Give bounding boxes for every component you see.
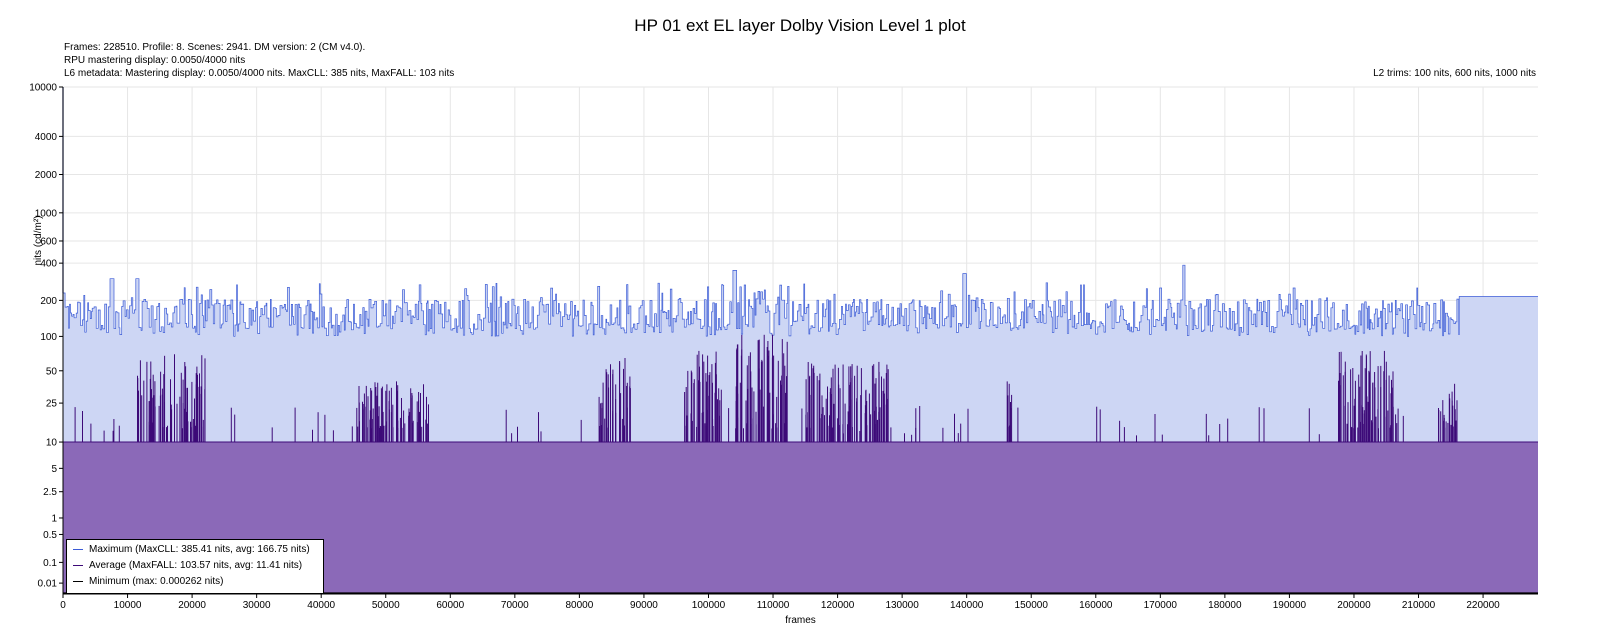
legend-label-maximum: Maximum (MaxCLL: 385.41 nits, avg: 166.7… [89, 544, 310, 555]
y-tick-label: 50 [46, 366, 58, 377]
legend-label-minimum: Minimum (max: 0.000262 nits) [89, 576, 224, 587]
y-tick-label: 10000 [29, 83, 57, 94]
legend-item-average: Average (MaxFALL: 103.57 nits, avg: 11.4… [73, 559, 302, 573]
x-tick-label: 190000 [1273, 600, 1307, 611]
legend-item-minimum: Minimum (max: 0.000262 nits) [73, 575, 224, 589]
legend-swatch-minimum [73, 580, 83, 582]
y-tick-label: 4000 [35, 132, 58, 143]
y-tick-label: 400 [40, 259, 57, 270]
frames-info: Frames: 228510. Profile: 8. Scenes: 2941… [64, 42, 366, 53]
x-tick-label: 40000 [307, 600, 335, 611]
x-tick-label: 30000 [243, 600, 271, 611]
l6-metadata-info: L6 metadata: Mastering display: 0.0050/4… [64, 68, 455, 79]
legend-label-average: Average (MaxFALL: 103.57 nits, avg: 11.4… [89, 560, 303, 571]
chart-title: HP 01 ext EL layer Dolby Vision Level 1 … [634, 16, 966, 35]
x-tick-label: 150000 [1015, 600, 1049, 611]
y-tick-label: 2.5 [43, 487, 57, 498]
y-tick-label: 0.01 [38, 579, 58, 590]
y-tick-label: 200 [40, 296, 57, 307]
x-tick-label: 130000 [885, 600, 919, 611]
maximum-series-line [63, 264, 1538, 337]
x-tick-label: 180000 [1208, 600, 1242, 611]
l2-trims-info: L2 trims: 100 nits, 600 nits, 1000 nits [1373, 68, 1536, 79]
x-tick-label: 20000 [178, 600, 206, 611]
legend-item-maximum: Maximum (MaxCLL: 385.41 nits, avg: 166.7… [73, 543, 310, 557]
legend-swatch-maximum [73, 548, 83, 550]
x-tick-label: 100000 [692, 600, 726, 611]
x-tick-label: 110000 [757, 600, 790, 611]
y-axis-label: nits (cd/m²) [33, 216, 44, 266]
x-tick-label: 220000 [1466, 600, 1500, 611]
y-tick-label: 2000 [35, 170, 58, 181]
x-tick-label: 90000 [630, 600, 658, 611]
x-tick-label: 120000 [821, 600, 855, 611]
x-tick-label: 10000 [114, 600, 142, 611]
x-tick-label: 50000 [372, 600, 400, 611]
x-tick-label: 0 [60, 600, 66, 611]
y-tick-label: 5 [51, 464, 57, 475]
x-tick-label: 70000 [501, 600, 529, 611]
x-tick-label: 210000 [1402, 600, 1436, 611]
x-tick-label: 80000 [565, 600, 593, 611]
y-tick-label: 1 [51, 513, 57, 524]
x-tick-label: 170000 [1144, 600, 1178, 611]
x-tick-label: 200000 [1337, 600, 1371, 611]
y-tick-label: 10 [46, 438, 58, 449]
y-tick-label: 25 [46, 399, 58, 410]
rpu-mastering-info: RPU mastering display: 0.0050/4000 nits [64, 55, 246, 66]
y-tick-label: 1000 [35, 208, 58, 219]
legend-swatch-average [73, 564, 83, 566]
legend: Maximum (MaxCLL: 385.41 nits, avg: 166.7… [66, 539, 324, 594]
y-tick-label: 100 [40, 332, 57, 343]
x-tick-label: 60000 [436, 600, 464, 611]
x-tick-label: 140000 [950, 600, 984, 611]
y-tick-label: 600 [40, 236, 57, 247]
x-axis-label: frames [785, 615, 816, 626]
y-tick-label: 0.1 [43, 558, 57, 569]
x-tick-label: 160000 [1079, 600, 1113, 611]
y-tick-label: 0.5 [43, 530, 57, 541]
